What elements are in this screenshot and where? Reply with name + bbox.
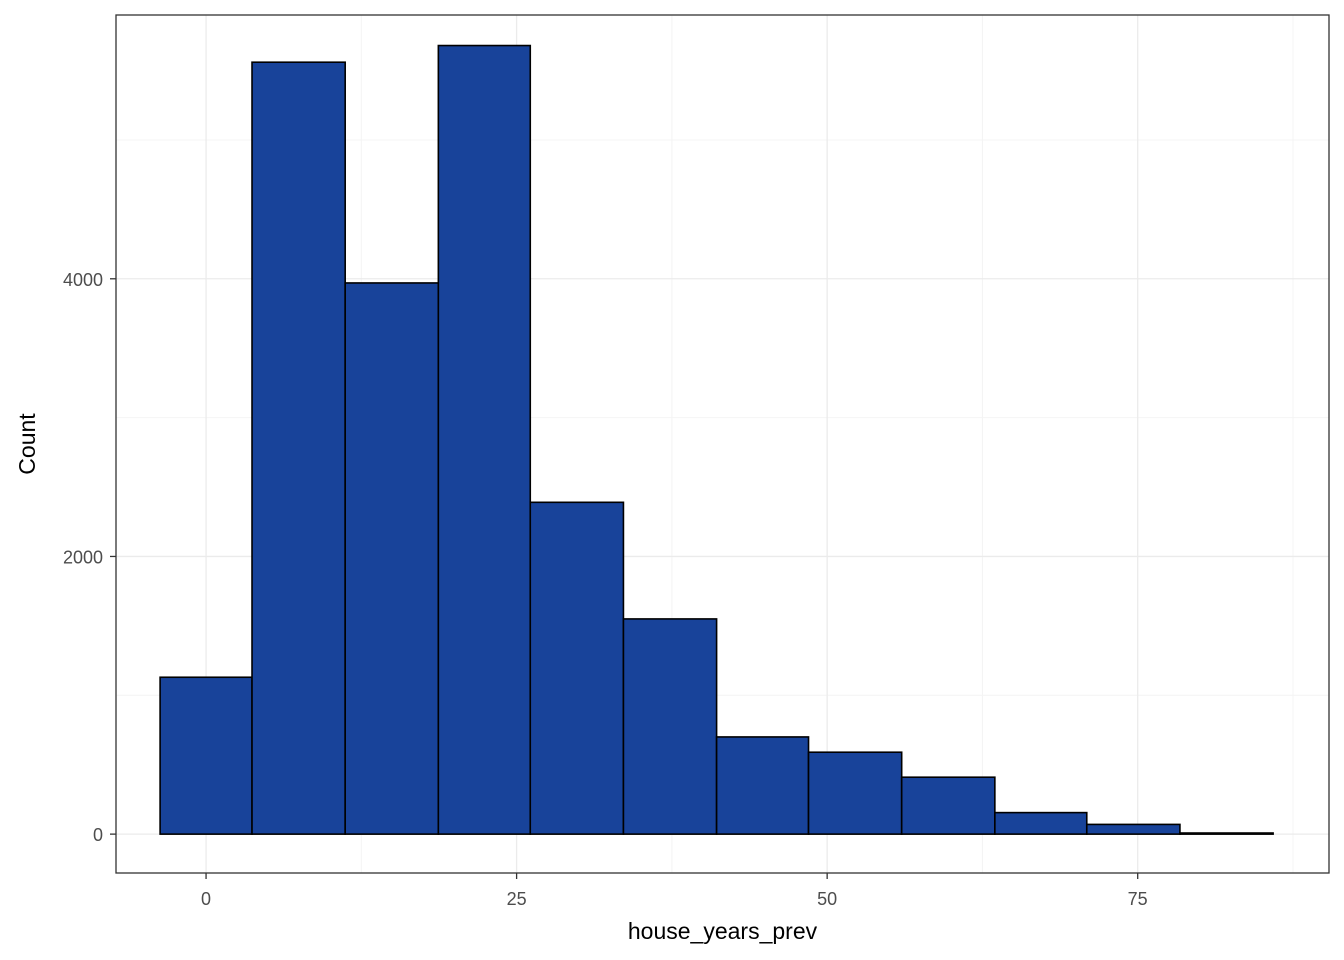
histogram-bar (715, 736, 810, 835)
x-tick-label: 0 (201, 889, 211, 909)
histogram-bar (529, 501, 625, 835)
histogram-bar (900, 776, 996, 835)
histogram-bar (344, 282, 440, 835)
x-tick-label: 25 (507, 889, 527, 909)
y-tick-label: 0 (93, 825, 103, 845)
y-axis-title: Count (14, 413, 40, 475)
histogram-bar (622, 618, 718, 835)
histogram-bars (159, 44, 1274, 835)
x-tick-label: 75 (1128, 889, 1148, 909)
histogram-bar (807, 751, 903, 835)
panel-border (115, 14, 1330, 874)
y-tick-label: 2000 (63, 547, 103, 567)
x-axis: 0 25 50 75 (201, 873, 1148, 909)
y-axis: 0 2000 4000 (63, 270, 116, 845)
histogram-bar (159, 676, 253, 835)
y-tick-label: 4000 (63, 270, 103, 290)
minor-grid-lines (116, 15, 1329, 873)
histogram-bar (437, 44, 532, 835)
x-tick-label: 50 (817, 889, 837, 909)
histogram-bar (251, 61, 346, 835)
histogram-bar (1085, 823, 1181, 835)
histogram-bar (994, 811, 1088, 835)
histogram-bar (1179, 832, 1274, 835)
x-axis-title: house_years_prev (628, 918, 818, 944)
